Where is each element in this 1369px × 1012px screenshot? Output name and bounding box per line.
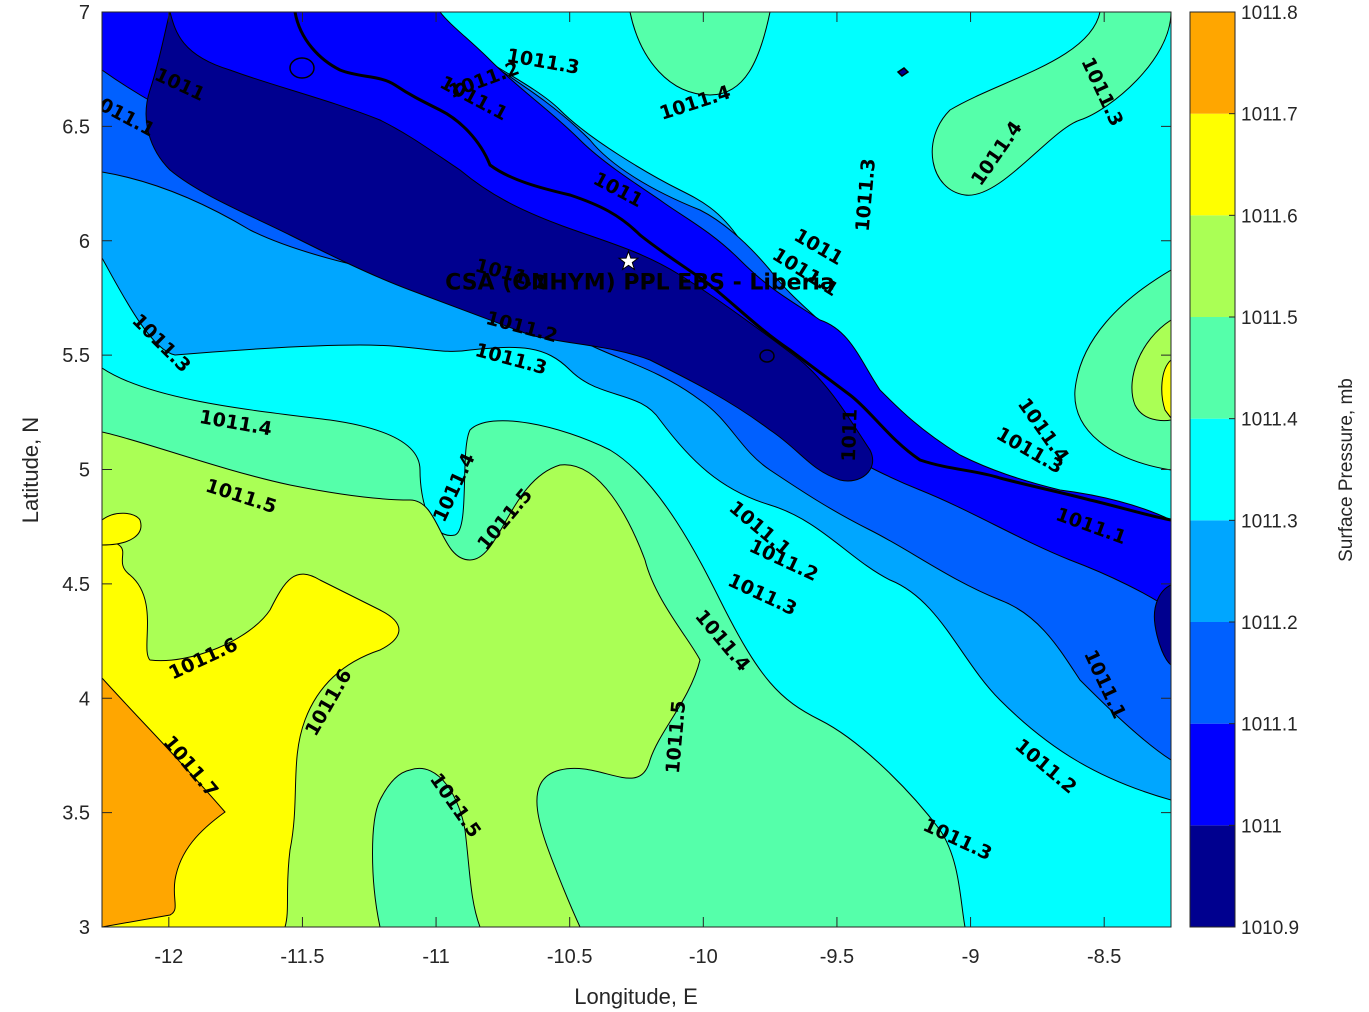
y-tick-label: 5 bbox=[79, 460, 90, 482]
band-1011-4-upper bbox=[629, 12, 771, 96]
y-tick-label: 3.5 bbox=[62, 803, 90, 825]
site-label: CSA (ONHYM) PPL EBS - Liberia bbox=[445, 270, 835, 295]
band-1011-5-east bbox=[1131, 319, 1171, 422]
x-tick-label: -9.5 bbox=[820, 946, 854, 968]
x-tick-label: -8.5 bbox=[1087, 946, 1121, 968]
x-axis: -12 -11.5 -11 -10.5 -10 -9.5 -9 -8.5 bbox=[154, 12, 1121, 968]
band-1011-6-east bbox=[1161, 359, 1171, 419]
y-tick-label: 4.5 bbox=[62, 574, 90, 596]
colorbar-swatch bbox=[1190, 622, 1235, 724]
site-star-icon bbox=[617, 249, 640, 271]
y-tick-label: 4 bbox=[79, 688, 90, 710]
colorbar-tick-label: 1011.6 bbox=[1241, 206, 1298, 227]
colorbar-swatch bbox=[1190, 215, 1235, 317]
colorbar-swatch bbox=[1190, 113, 1235, 216]
x-axis-label: Longitude, E bbox=[574, 984, 698, 1009]
band-1011-4-right bbox=[931, 12, 1171, 196]
x-tick-label: -9 bbox=[962, 946, 980, 968]
band-1011-7-southwest bbox=[102, 677, 226, 927]
colorbar-tick-label: 1011.4 bbox=[1241, 410, 1298, 431]
x-tick-label: -10 bbox=[689, 946, 718, 968]
colorbar-swatch bbox=[1190, 825, 1235, 927]
y-tick-label: 5.5 bbox=[62, 345, 90, 367]
band-1011-6-west-notch bbox=[102, 512, 142, 546]
colorbar-tick-label: 1010.9 bbox=[1241, 918, 1299, 939]
coastline bbox=[293, 12, 1171, 522]
colorbar-swatch bbox=[1190, 317, 1235, 419]
contour-bands bbox=[102, 12, 1171, 927]
island-2 bbox=[759, 349, 775, 363]
x-tick-label: -12 bbox=[154, 946, 183, 968]
y-tick-label: 6.5 bbox=[62, 116, 90, 138]
x-tick-label: -11.5 bbox=[280, 946, 324, 968]
colorbar-tick-label: 1011.2 bbox=[1241, 613, 1298, 634]
colorbar-frame bbox=[1189, 11, 1236, 928]
y-axis: 3 3.5 4 4.5 5 5.5 6 6.5 7 bbox=[62, 2, 1171, 939]
island-3 bbox=[896, 67, 910, 77]
contour-label: 1011 bbox=[838, 408, 862, 462]
band-1011-4-east bbox=[1074, 269, 1171, 471]
x-tick-label: -10.5 bbox=[547, 946, 593, 968]
y-tick-label: 3 bbox=[79, 917, 90, 939]
colorbar-swatch bbox=[1190, 723, 1235, 826]
y-tick-label: 6 bbox=[79, 231, 90, 253]
colorbar-tick-label: 1011 bbox=[1241, 816, 1282, 837]
colorbar-swatch bbox=[1190, 12, 1235, 114]
colorbar-tick-label: 1011.1 bbox=[1241, 715, 1298, 736]
band-1010-9-east bbox=[1153, 584, 1171, 666]
band-1010-9 bbox=[145, 12, 874, 482]
colorbar-label: Surface Pressure, mb bbox=[1336, 378, 1357, 562]
colorbar: 1010.9 1011 1011.1 1011.2 1011.3 1011.4 1011.5… bbox=[1189, 3, 1299, 939]
colorbar-tick-label: 1011.5 bbox=[1241, 308, 1298, 329]
band-1011-4-island bbox=[372, 767, 481, 927]
y-tick-label: 7 bbox=[79, 2, 90, 24]
colorbar-tick-label: 1011.8 bbox=[1241, 3, 1298, 24]
x-tick-label: -11 bbox=[422, 946, 449, 968]
site-marker-group: CSA (ONHYM) PPL EBS - Liberia bbox=[445, 249, 835, 295]
colorbar-tick-label: 1011.3 bbox=[1241, 511, 1298, 532]
colorbar-swatch bbox=[1190, 520, 1235, 622]
island-1 bbox=[289, 57, 315, 79]
y-axis-label: Latitude, N bbox=[18, 417, 43, 523]
colorbar-swatch bbox=[1190, 418, 1235, 521]
colorbar-tick-label: 1011.7 bbox=[1241, 105, 1298, 126]
